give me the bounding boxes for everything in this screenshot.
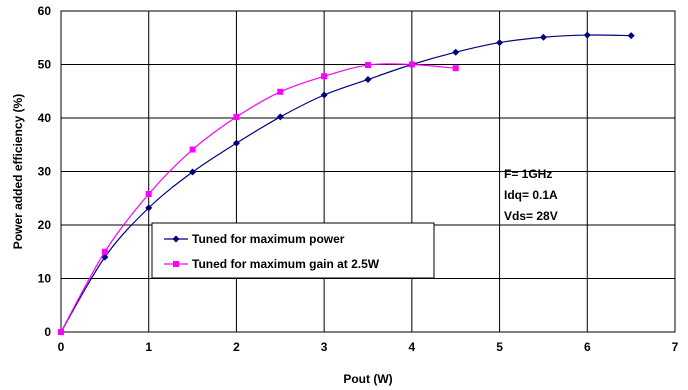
data-point (320, 91, 328, 99)
data-point (233, 113, 240, 120)
data-point (232, 139, 240, 147)
annotation-idq: Idq= 0.1A (504, 188, 558, 202)
y-axis-label: Power added efficiency (%) (11, 94, 25, 249)
data-point (189, 146, 196, 153)
data-point (145, 204, 153, 212)
plot-area-frame (60, 10, 676, 333)
data-point (58, 329, 64, 335)
series-layer (57, 31, 635, 336)
legend-box (151, 222, 435, 279)
data-point (364, 75, 372, 83)
x-tick-label: 1 (145, 340, 152, 354)
y-tick-label: 40 (38, 111, 52, 125)
legend-label: Tuned for maximum power (192, 232, 345, 246)
x-tick-label: 5 (496, 340, 503, 354)
data-point (321, 73, 328, 80)
series-line (60, 63, 456, 333)
x-tick-label: 3 (321, 340, 328, 354)
data-point (276, 113, 284, 121)
data-point (627, 32, 635, 40)
grid-lines (60, 10, 676, 333)
x-tick-label: 4 (409, 340, 416, 354)
legend-entry-0: Tuned for maximum power (164, 232, 345, 246)
data-point (452, 48, 460, 56)
x-tick-label: 6 (584, 340, 591, 354)
x-axis-label: Pout (W) (343, 372, 392, 386)
legend-label: Tuned for maximum gain at 2.5W (192, 257, 380, 271)
axis-tick-labels: 0 1 2 3 4 5 6 7 0 10 20 30 40 50 60 (38, 4, 679, 354)
annotation-vds: Vds= 28V (504, 209, 558, 223)
y-tick-label: 10 (38, 272, 52, 286)
y-tick-label: 20 (38, 218, 52, 232)
data-point (583, 31, 591, 39)
y-tick-label: 50 (38, 58, 52, 72)
legend-swatch-marker (172, 235, 180, 243)
series-0 (57, 31, 635, 336)
y-tick-label: 0 (44, 325, 51, 339)
series-1 (58, 61, 459, 335)
y-tick-label: 30 (38, 165, 52, 179)
data-point (145, 190, 152, 197)
data-point (365, 62, 371, 69)
data-point (101, 248, 108, 255)
condition-annotations: F= 1GHz Idq= 0.1A Vds= 28V (504, 167, 558, 223)
annotation-frequency: F= 1GHz (504, 167, 552, 181)
series-line (60, 34, 632, 333)
data-point (408, 61, 415, 68)
data-point (189, 168, 197, 176)
legend-swatch-marker (173, 261, 179, 267)
x-tick-label: 2 (233, 340, 240, 354)
y-tick-label: 60 (38, 4, 52, 18)
data-point (277, 88, 284, 95)
legend-entry-1: Tuned for maximum gain at 2.5W (164, 257, 380, 271)
x-tick-label: 7 (672, 340, 679, 354)
data-point (539, 33, 547, 41)
legend: Tuned for maximum power Tuned for maximum… (151, 222, 435, 279)
x-tick-label: 0 (58, 340, 65, 354)
data-point (496, 39, 504, 47)
legend-entries: Tuned for maximum power Tuned for maximum… (164, 232, 380, 271)
data-point (452, 65, 459, 72)
